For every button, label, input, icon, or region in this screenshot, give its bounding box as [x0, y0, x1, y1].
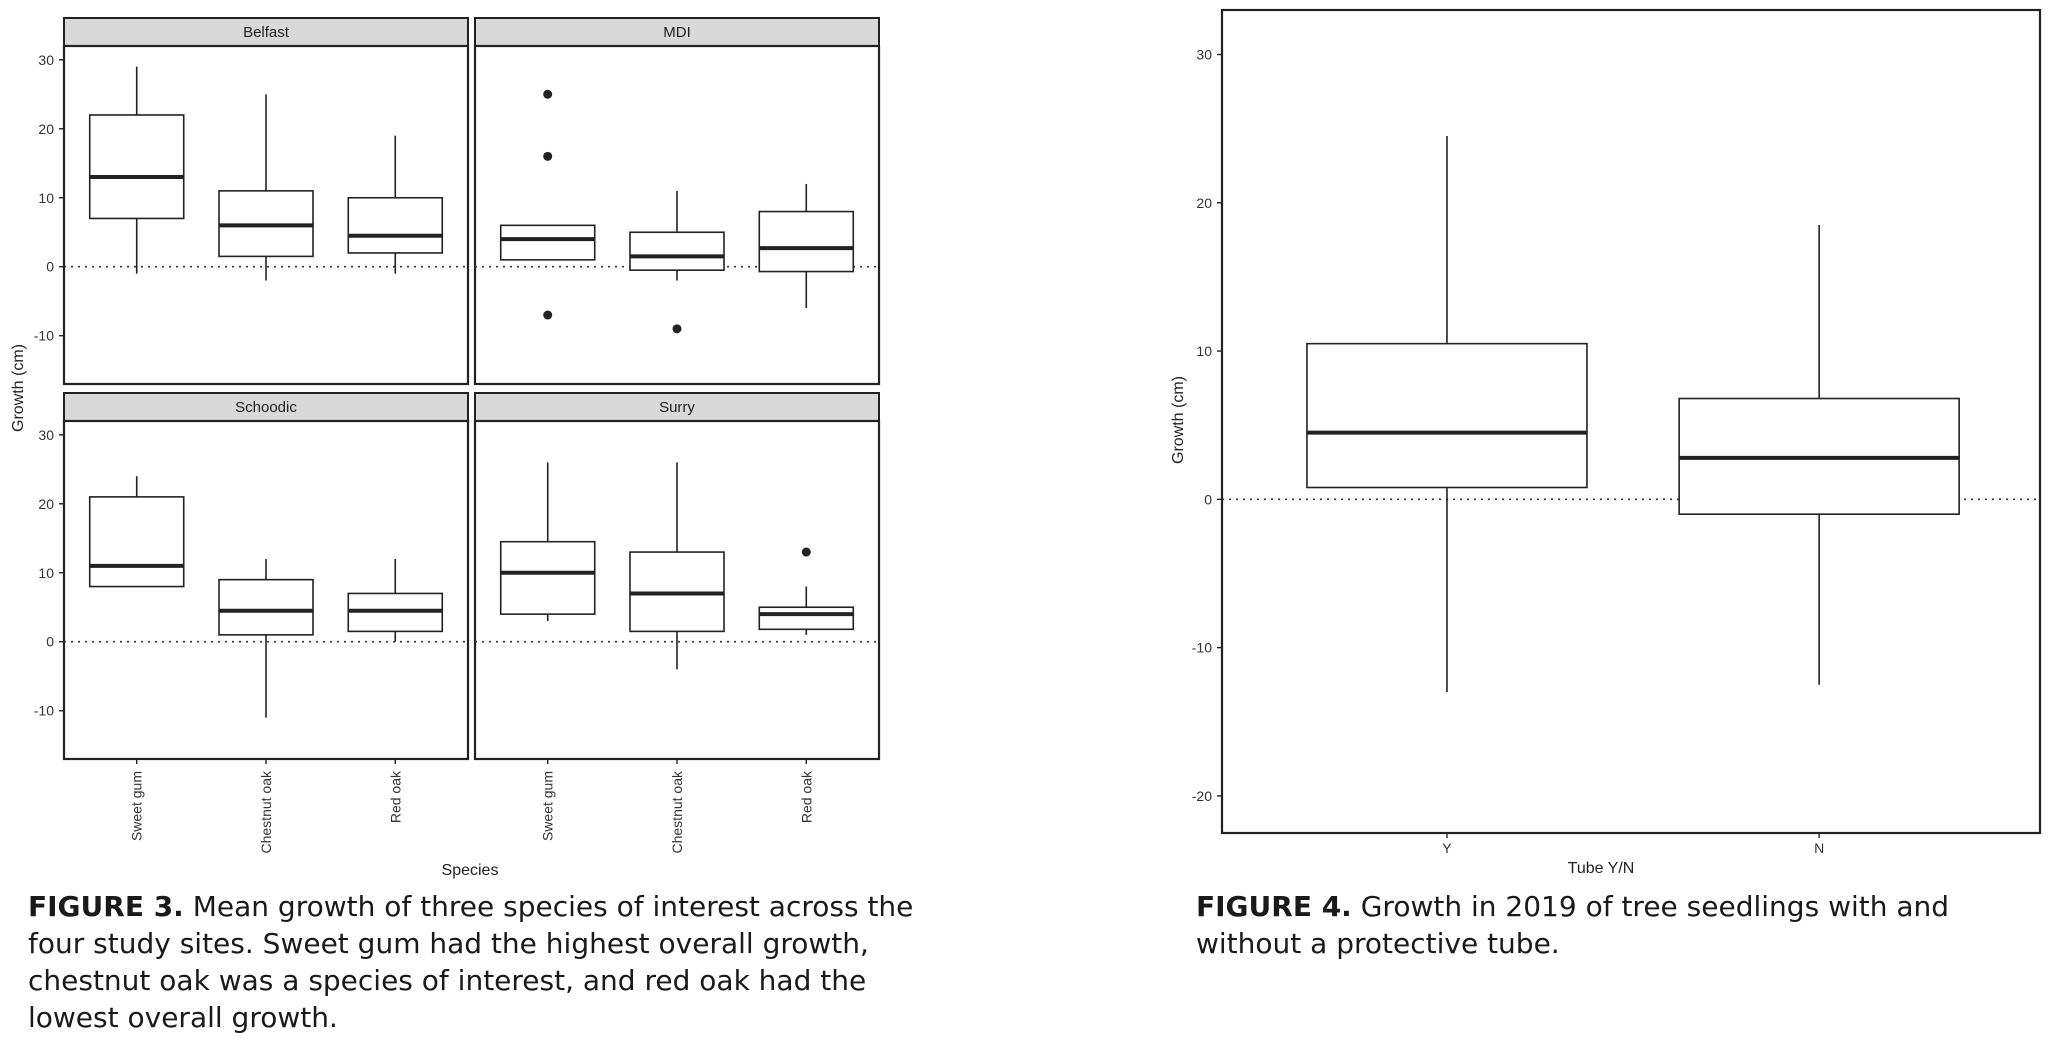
fig4-ytick-label-10: 10	[1196, 343, 1212, 359]
panel-belfast-ytick-label-30: 30	[38, 52, 54, 68]
panel-mdi-box-sweet-gum-outlier-2	[543, 310, 553, 320]
panel-mdi-box-chestnut-oak-box	[629, 231, 725, 271]
panel-mdi-box-red-oak-box	[758, 210, 855, 273]
panel-surry-xtick-label-chestnut-oak: Chestnut oak	[669, 770, 685, 853]
panel-belfast-box-sweet-gum-box	[88, 114, 185, 220]
panel-schoodic-strip	[63, 392, 469, 422]
panel-belfast-ytick-label--10: -10	[34, 328, 54, 344]
figure-3-faceted-boxplot: Belfast -10 0 10 20 30 MDI Schoodic -10 0 10 20 30 Sw…	[10, 17, 881, 879]
panel-schoodic-ytick-label-10: 10	[38, 565, 54, 581]
panel-surry-box-red-oak-box	[758, 606, 855, 631]
figure-3-caption-text: Mean growth of three species of interest…	[28, 890, 914, 1034]
panel-surry-strip-label: Surry	[659, 399, 695, 416]
fig4-y-axis-title: Growth (cm)	[1170, 376, 1187, 464]
panel-belfast-frame	[62, 44, 470, 386]
panel-schoodic-box-sweet-gum-box	[88, 496, 185, 588]
panel-belfast-strip-label: Belfast	[243, 24, 290, 41]
panel-belfast-ytick-label-10: 10	[38, 190, 54, 206]
panel-mdi-box-sweet-gum-outlier-0	[543, 89, 553, 99]
panel-surry-strip	[474, 392, 880, 422]
panel-schoodic-box-chestnut-oak-box	[218, 578, 314, 636]
fig4-ytick-label-20: 20	[1196, 195, 1212, 211]
figure-4-caption-label: FIGURE 4.	[1196, 890, 1352, 923]
panel-surry-xtick-label-red-oak: Red oak	[798, 770, 814, 823]
panel-schoodic-ytick-label-20: 20	[38, 496, 54, 512]
panel-schoodic-xtick-label-chestnut-oak: Chestnut oak	[258, 770, 274, 853]
panel-mdi-frame	[473, 44, 881, 386]
panel-belfast-box-red-oak-box	[347, 196, 444, 254]
panel-belfast-strip	[63, 17, 469, 47]
fig4-ytick-label-30: 30	[1196, 46, 1212, 62]
panel-mdi-box-chestnut-oak-outlier-0	[672, 324, 682, 334]
panel-schoodic-xtick-label-red-oak: Red oak	[387, 770, 403, 823]
fig4-ytick-label--20: -20	[1192, 788, 1212, 804]
panel-schoodic-ytick-label--10: -10	[34, 703, 54, 719]
fig4-plot-frame	[1220, 8, 2042, 835]
panel-mdi-box-sweet-gum-box	[499, 224, 596, 261]
fig3-x-axis-title: Species	[442, 862, 499, 879]
panel-schoodic-strip-label: Schoodic	[235, 399, 297, 416]
fig3-y-axis-title: Growth (cm)	[10, 344, 27, 432]
panel-surry-xtick-label-sweet-gum: Sweet gum	[540, 771, 556, 841]
figure-3-caption-label: FIGURE 3.	[28, 890, 184, 923]
fig4-xtick-label-y: Y	[1442, 840, 1452, 856]
panel-mdi-strip-label: MDI	[663, 24, 691, 41]
fig4-xtick-label-n: N	[1814, 840, 1824, 856]
figure-4-caption: FIGURE 4. Growth in 2019 of tree seedlin…	[1196, 888, 2046, 962]
panel-belfast-ytick-label-0: 0	[46, 259, 54, 275]
panel-mdi-box-sweet-gum-outlier-1	[543, 151, 553, 161]
fig4-ytick-label--10: -10	[1192, 640, 1212, 656]
panel-schoodic-xtick-label-sweet-gum: Sweet gum	[129, 771, 145, 841]
panel-surry-box-sweet-gum-box	[499, 540, 596, 615]
panel-schoodic-ytick-label-0: 0	[46, 634, 54, 650]
fig4-ytick-label-0: 0	[1204, 491, 1212, 507]
fig4-x-axis-title: Tube Y/N	[1568, 860, 1635, 877]
panel-schoodic-ytick-label-30: 30	[38, 427, 54, 443]
figure-4-caption-text: Growth in 2019 of tree seedlings with an…	[1196, 890, 1950, 960]
figure-4-boxplot: -20 -10 0 10 20 30 Y N Growth (cm) Tube Y/N	[1170, 8, 2042, 877]
panel-mdi-strip	[474, 17, 880, 47]
figure-3-caption: FIGURE 3. Mean growth of three species o…	[28, 888, 948, 1036]
panel-belfast-ytick-label-20: 20	[38, 121, 54, 137]
panel-surry-box-red-oak-outlier-0	[801, 547, 811, 557]
fig4-box-y-box	[1306, 342, 1588, 489]
